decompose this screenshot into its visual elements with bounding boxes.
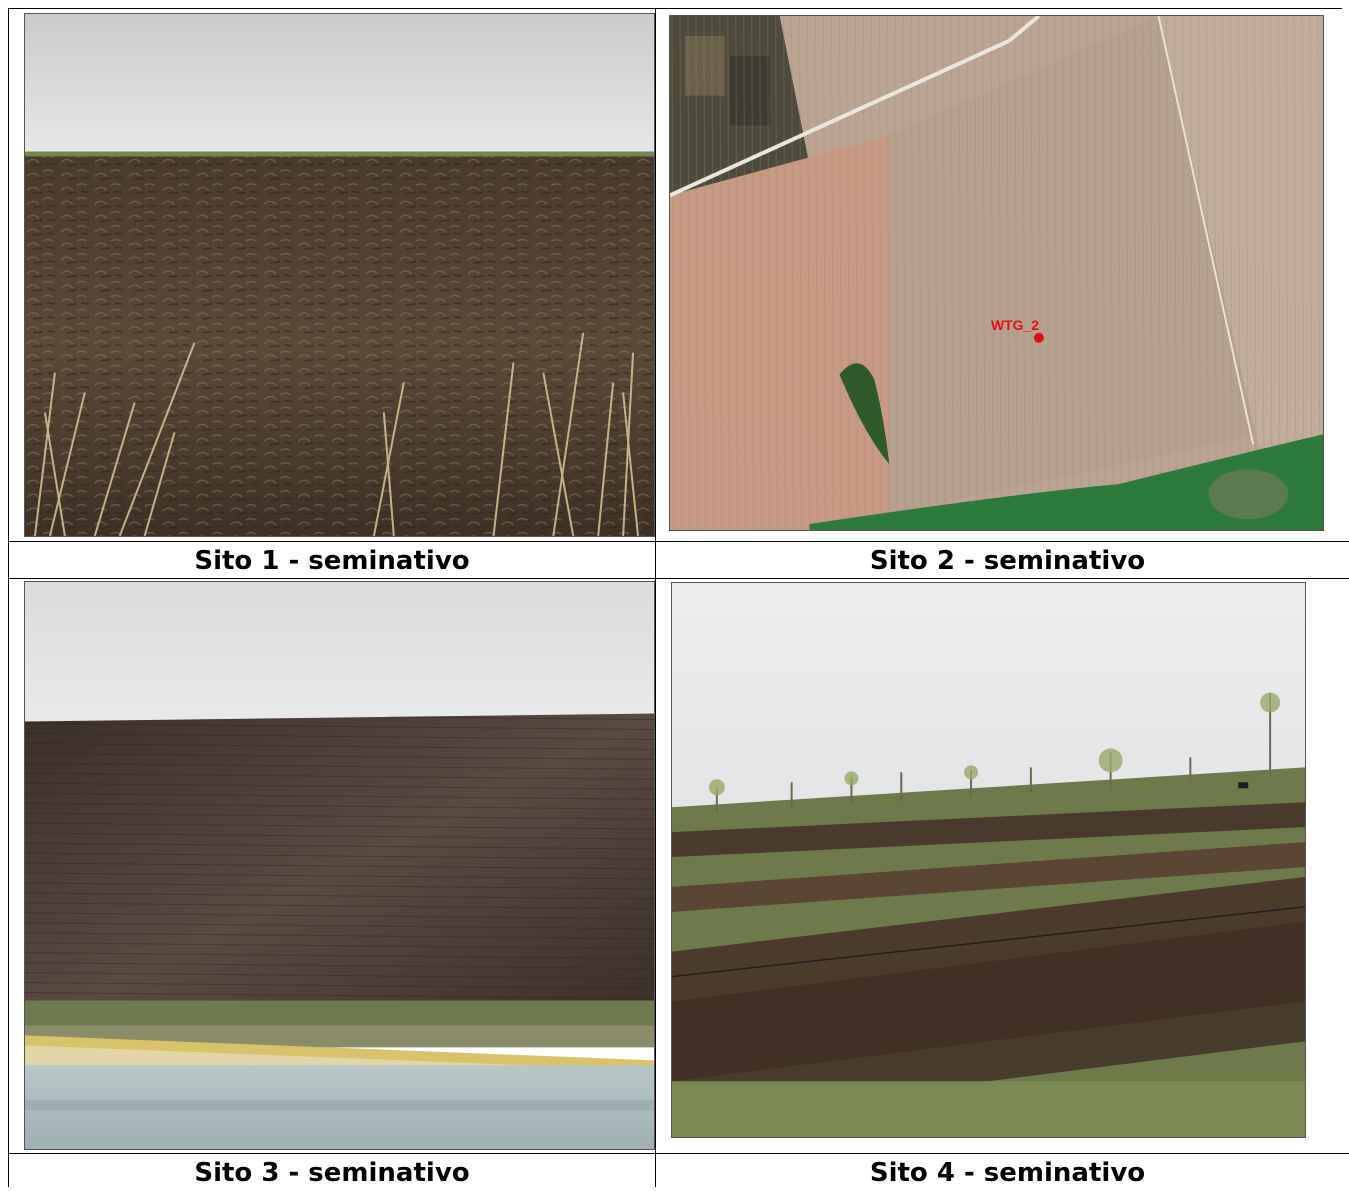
table-border-top: [8, 8, 1342, 9]
photo-site-4: [671, 582, 1306, 1138]
caption-site-3: Sito 3 - seminativo: [194, 1158, 470, 1188]
table-border-left: [8, 8, 9, 1187]
row1-caption-bottom-rule: [8, 578, 1349, 579]
caption-site-2: Sito 2 - seminativo: [869, 546, 1146, 576]
photo-site-1: [24, 13, 655, 537]
row2-caption-top-rule: [8, 1153, 1349, 1154]
map-marker-label: WTG_2: [991, 317, 1039, 333]
table-divider-vertical: [655, 8, 656, 1187]
photo-site-3: [24, 581, 655, 1150]
caption-site-4: Sito 4 - seminativo: [869, 1158, 1146, 1188]
row1-caption-top-rule: [8, 541, 1349, 542]
photo-site-2-satellite-map: WTG_2: [669, 15, 1324, 531]
caption-site-1: Sito 1 - seminativo: [194, 546, 470, 576]
